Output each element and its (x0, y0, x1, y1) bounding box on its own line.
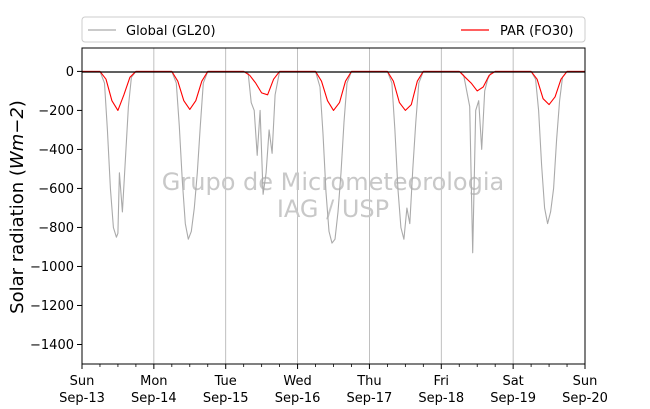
plot-background (82, 48, 585, 364)
y-tick-label: −400 (38, 143, 74, 158)
x-tick-label-date: Sep-18 (418, 391, 464, 406)
grid-lines (153, 48, 514, 364)
legend-label-global: Global (GL20) (126, 24, 216, 39)
x-tick-label-date: Sep-17 (347, 391, 393, 406)
x-tick-label-day: Wed (283, 374, 311, 389)
x-tick-label-date: Sep-14 (131, 391, 177, 406)
legend: Global (GL20) PAR (FO30) (81, 16, 586, 43)
y-tick-label: 0 (66, 65, 74, 80)
x-tick-label-date: Sep-13 (59, 391, 105, 406)
x-tick-label-day: Sun (70, 374, 95, 389)
watermark-line-1: Grupo de Micrometeorologia (162, 168, 504, 196)
x-tick-label-date: Sep-16 (275, 391, 321, 406)
series-line-par (82, 70, 585, 111)
y-tick-label: −800 (38, 221, 74, 236)
y-tick-label: −600 (38, 182, 74, 197)
x-axis: Sun Sep-13 Mon Sep-14 Tue Sep-15 Wed Sep-16 Thu S… (59, 364, 608, 406)
y-tick-label: −1200 (30, 299, 74, 314)
x-tick-label-day: Thu (356, 374, 381, 389)
watermark-line-2: IAG / USP (277, 195, 389, 223)
x-tick-label-date: Sep-19 (490, 391, 536, 406)
x-tick-label-date: Sep-20 (562, 391, 608, 406)
x-tick-label-day: Sun (573, 374, 598, 389)
legend-label-par: PAR (FO30) (500, 24, 573, 39)
x-tick-label-day: Mon (140, 374, 167, 389)
series-lines (82, 70, 585, 254)
y-tick-label: −1400 (30, 338, 74, 353)
y-tick-label: −1000 (30, 260, 74, 275)
y-axis-label: Solar radiation (Wm−2) (7, 100, 28, 314)
x-tick-label-day: Fri (434, 374, 450, 389)
x-tick-label-day: Tue (214, 374, 237, 389)
watermark: Grupo de Micrometeorologia IAG / USP (162, 168, 504, 223)
legend-frame (81, 16, 586, 43)
x-tick-label-day: Sat (502, 374, 523, 389)
y-axis: 0 −200 −400 −600 −800 −1000 −1200 −1400 (30, 65, 82, 353)
y-tick-label: −200 (38, 104, 74, 119)
x-tick-label-date: Sep-15 (203, 391, 249, 406)
